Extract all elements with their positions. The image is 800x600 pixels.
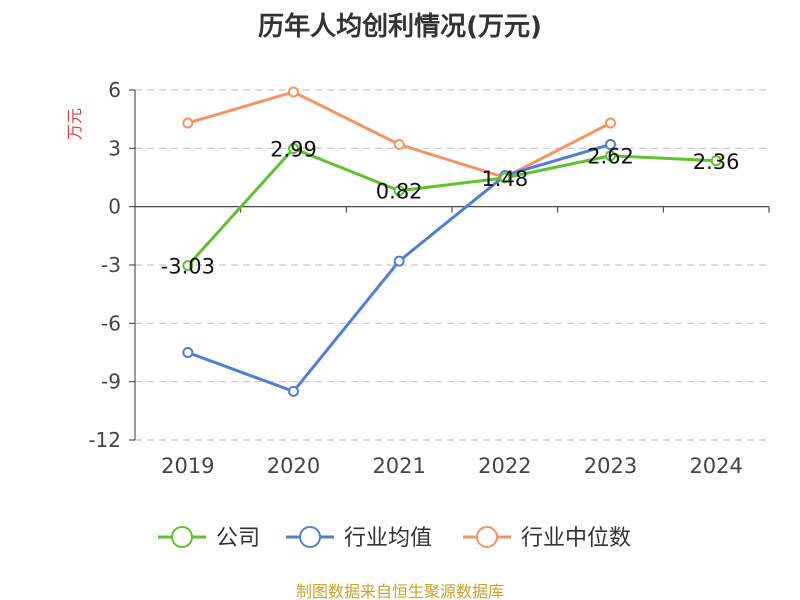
y-tick-label: -9 bbox=[101, 370, 121, 394]
data-point-industry_median bbox=[393, 138, 405, 150]
x-tick-label: 2024 bbox=[689, 454, 742, 478]
data-point-industry_median bbox=[605, 117, 616, 129]
legend-swatch-marker bbox=[476, 526, 498, 548]
legend-label: 行业中位数 bbox=[521, 526, 631, 551]
data-point-company bbox=[710, 155, 722, 167]
data-label: 2.36 bbox=[693, 150, 740, 174]
y-tick-label: 6 bbox=[108, 78, 121, 102]
data-point-industry_median bbox=[288, 86, 299, 98]
y-tick-label: 3 bbox=[108, 136, 121, 160]
x-tick-label: 2023 bbox=[584, 454, 637, 478]
data-label: 2.99 bbox=[270, 138, 317, 162]
chart-title: 历年人均创利情况(万元) bbox=[258, 12, 542, 42]
y-tick-label: -3 bbox=[101, 253, 121, 277]
data-point-industry_median bbox=[182, 117, 194, 129]
data-point-company bbox=[288, 143, 299, 155]
data-point-industry_avg bbox=[605, 138, 616, 150]
y-tick-label: -12 bbox=[88, 428, 121, 452]
x-tick-label: 2022 bbox=[478, 454, 531, 478]
data-point-company bbox=[499, 172, 511, 184]
data-label: 2.62 bbox=[587, 145, 634, 169]
legend-swatch-marker bbox=[299, 526, 321, 548]
data-point-industry_avg bbox=[288, 385, 299, 397]
x-tick-label: 2020 bbox=[267, 454, 320, 478]
data-point-company bbox=[605, 150, 616, 162]
y-tick-label: -6 bbox=[101, 311, 121, 335]
legend-swatch-marker bbox=[171, 526, 193, 548]
data-label: 1.48 bbox=[481, 167, 528, 191]
data-label: -3.03 bbox=[161, 255, 215, 279]
data-label: 0.82 bbox=[376, 180, 423, 204]
series-line-company bbox=[186, 147, 717, 267]
x-tick-label: 2021 bbox=[372, 454, 425, 478]
legend-label: 公司 bbox=[216, 526, 260, 551]
x-tick-label: 2019 bbox=[161, 454, 214, 478]
y-tick-label: 0 bbox=[108, 195, 121, 219]
y-axis-unit-label: 万元 bbox=[65, 108, 84, 140]
data-point-company bbox=[182, 260, 194, 272]
data-point-industry_avg bbox=[182, 347, 194, 358]
data-point-industry_avg bbox=[393, 255, 405, 267]
source-note: 制图数据来自恒生聚源数据库 bbox=[295, 582, 504, 600]
legend-label: 行业均值 bbox=[344, 526, 432, 551]
data-point-company bbox=[393, 185, 405, 197]
